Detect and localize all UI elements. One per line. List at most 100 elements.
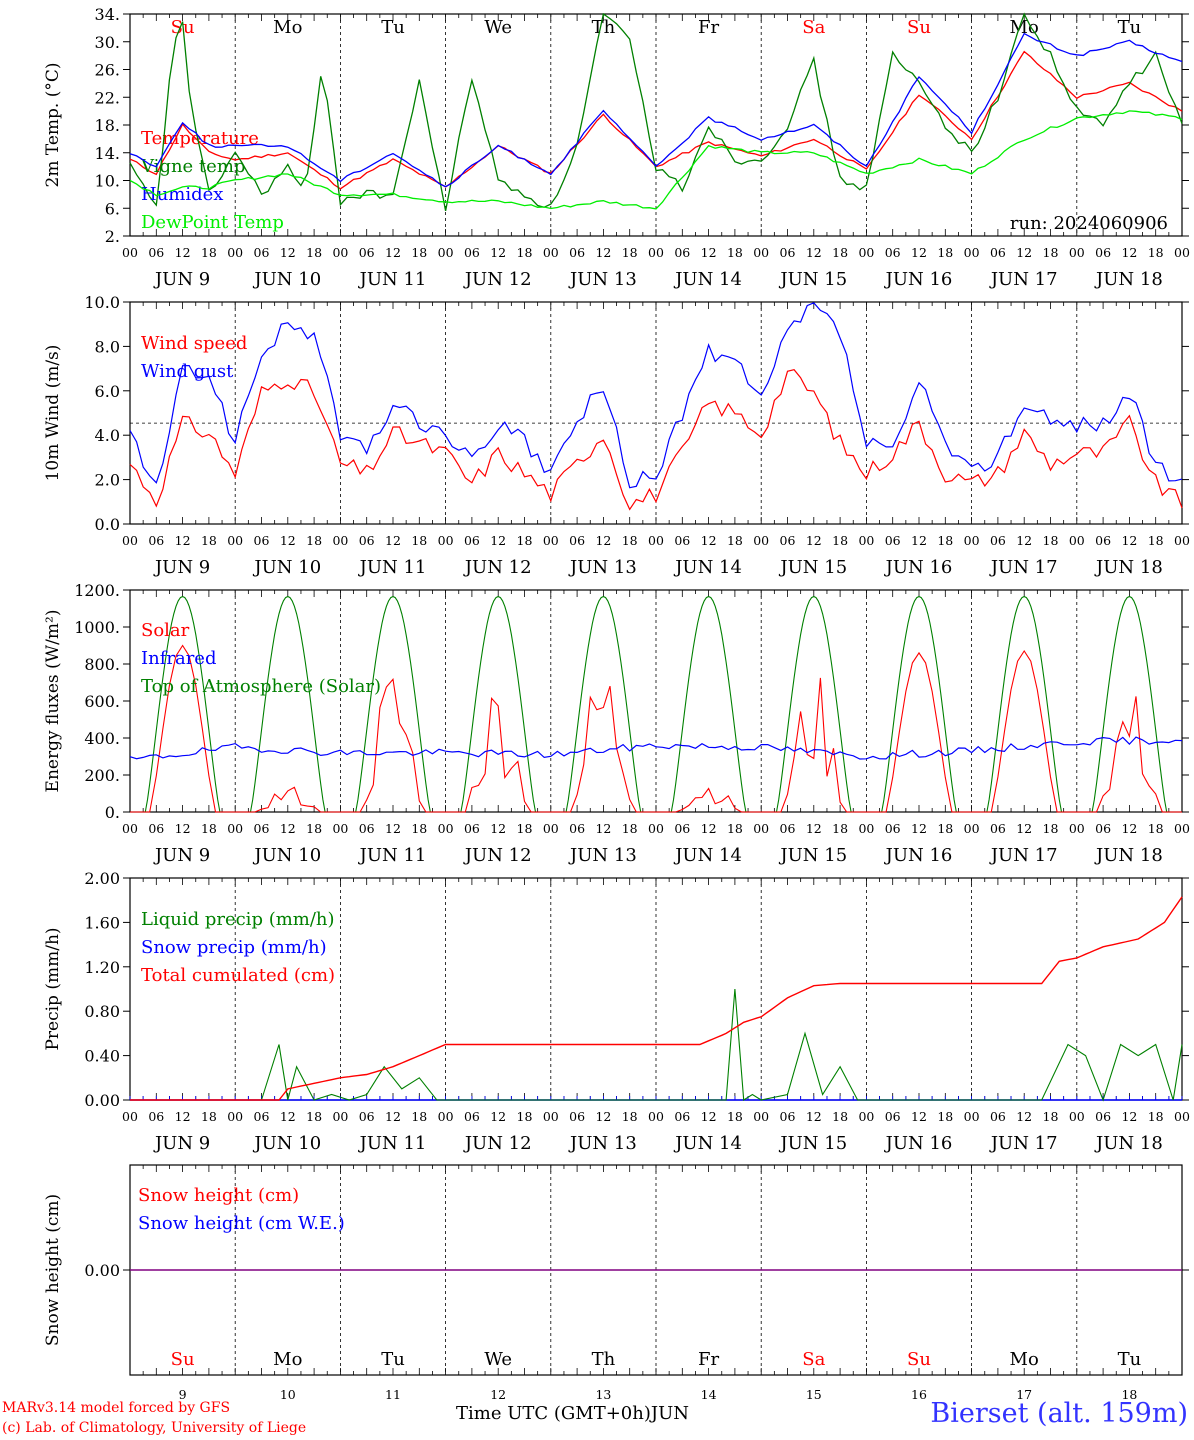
hour-tick-label: 06: [1095, 821, 1111, 836]
hour-tick-label: 18: [411, 1109, 427, 1124]
hour-tick-label: 18: [1043, 245, 1059, 260]
hour-tick-label: 00: [964, 533, 980, 548]
hour-tick-label: 18: [1148, 821, 1164, 836]
hour-tick-label: 00: [122, 533, 138, 548]
hour-tick-label: 00: [648, 245, 664, 260]
hour-tick-label: 00: [858, 821, 874, 836]
hour-tick-label: 00: [1069, 821, 1085, 836]
hour-tick-label: 00: [543, 821, 559, 836]
hour-tick-label: 12: [175, 245, 191, 260]
hour-tick-label: 00: [438, 821, 454, 836]
hour-tick-label: 18: [727, 1109, 743, 1124]
date-label: JUN 13: [568, 845, 637, 866]
hour-tick-label: 12: [1121, 245, 1137, 260]
hour-tick-label: 06: [569, 245, 585, 260]
hour-tick-label: 00: [543, 245, 559, 260]
hour-tick-label: 12: [1121, 1109, 1137, 1124]
day-name: Th: [592, 17, 616, 38]
y-tick-label: 18.: [95, 116, 120, 135]
day-name: Mo: [273, 1349, 302, 1370]
date-label: 16: [911, 1387, 927, 1402]
date-label: 11: [385, 1387, 401, 1402]
date-label: JUN 18: [1094, 845, 1163, 866]
legend-entry: Snow height (cm): [138, 1185, 299, 1206]
hour-tick-label: 12: [385, 1109, 401, 1124]
y-tick-label: 0.0: [95, 515, 120, 534]
y-tick-label: 0.: [105, 803, 120, 822]
hour-tick-label: 00: [227, 1109, 243, 1124]
hour-tick-label: 06: [990, 821, 1006, 836]
hour-tick-label: 00: [858, 533, 874, 548]
hour-tick-label: 06: [885, 245, 901, 260]
day-name: Mo: [273, 17, 302, 38]
y-tick-label: 14.: [95, 144, 120, 163]
day-name: Su: [907, 1349, 931, 1370]
hour-tick-label: 00: [1069, 245, 1085, 260]
hour-tick-label: 06: [359, 821, 375, 836]
hour-tick-label: 12: [280, 1109, 296, 1124]
hour-tick-label: 06: [359, 533, 375, 548]
time-axis-month: JUN: [650, 1403, 690, 1424]
hour-tick-label: 00: [858, 245, 874, 260]
wind-series-line: [129, 302, 1183, 489]
y-tick-label: 2.: [105, 227, 120, 246]
hour-tick-label: 00: [332, 1109, 348, 1124]
hour-tick-label: 12: [490, 821, 506, 836]
hour-tick-label: 06: [148, 533, 164, 548]
y-tick-label: 1.20: [84, 958, 120, 977]
hour-tick-label: 00: [438, 245, 454, 260]
infrared-line: [129, 736, 1183, 760]
hour-tick-label: 06: [674, 245, 690, 260]
date-label: JUN 17: [989, 557, 1058, 578]
y-tick-label: 30.: [95, 33, 120, 52]
hour-tick-label: 00: [858, 1109, 874, 1124]
y-tick-label: 1.60: [84, 913, 120, 932]
date-label: 17: [1016, 1387, 1032, 1402]
hour-tick-label: 12: [1121, 533, 1137, 548]
legend-entry: Total cumulated (cm): [141, 965, 335, 986]
hour-tick-label: 00: [332, 245, 348, 260]
hour-tick-label: 12: [701, 533, 717, 548]
y-tick-label: 0.00: [84, 1261, 120, 1280]
hour-tick-label: 06: [1095, 245, 1111, 260]
hour-tick-label: 12: [1016, 533, 1032, 548]
hour-tick-label: 00: [543, 533, 559, 548]
hour-tick-label: 06: [990, 245, 1006, 260]
hour-tick-label: 00: [648, 1109, 664, 1124]
legend-entry: Vigne temp: [140, 156, 245, 177]
hour-tick-label: 18: [517, 1109, 533, 1124]
date-label: JUN 17: [989, 269, 1058, 290]
day-name: Su: [907, 17, 931, 38]
hour-tick-label: 00: [1174, 245, 1190, 260]
day-name: Tu: [381, 1349, 405, 1370]
y-tick-label: 400.: [84, 729, 120, 748]
hour-tick-label: 06: [254, 245, 270, 260]
hour-tick-label: 00: [1174, 533, 1190, 548]
hour-tick-label: 06: [359, 245, 375, 260]
hour-tick-label: 06: [464, 1109, 480, 1124]
time-axis-label: Time UTC (GMT+0h)JUN: [456, 1403, 689, 1424]
y-axis-label: 10m Wind (m/s): [43, 345, 63, 482]
hour-tick-label: 00: [1174, 1109, 1190, 1124]
legend-entry: Humidex: [141, 184, 223, 205]
legend-entry: DewPoint Temp: [141, 212, 284, 233]
hour-tick-label: 18: [937, 1109, 953, 1124]
hour-tick-label: 06: [674, 821, 690, 836]
hour-tick-label: 00: [438, 1109, 454, 1124]
y-tick-label: 0.40: [84, 1047, 120, 1066]
day-name: We: [484, 17, 512, 38]
hour-tick-label: 12: [1016, 245, 1032, 260]
day-name: Fr: [698, 1349, 719, 1370]
y-axis-label: 2m Temp. (°C): [43, 62, 63, 187]
temp-series-line: [129, 32, 1183, 188]
date-label: 15: [806, 1387, 822, 1402]
date-label: 14: [701, 1387, 717, 1402]
hour-tick-label: 18: [306, 245, 322, 260]
hour-tick-label: 06: [780, 245, 796, 260]
hour-tick-label: 18: [832, 1109, 848, 1124]
hour-tick-label: 18: [1043, 533, 1059, 548]
date-label: JUN 16: [884, 269, 953, 290]
hour-tick-label: 18: [832, 245, 848, 260]
hour-tick-label: 06: [780, 821, 796, 836]
